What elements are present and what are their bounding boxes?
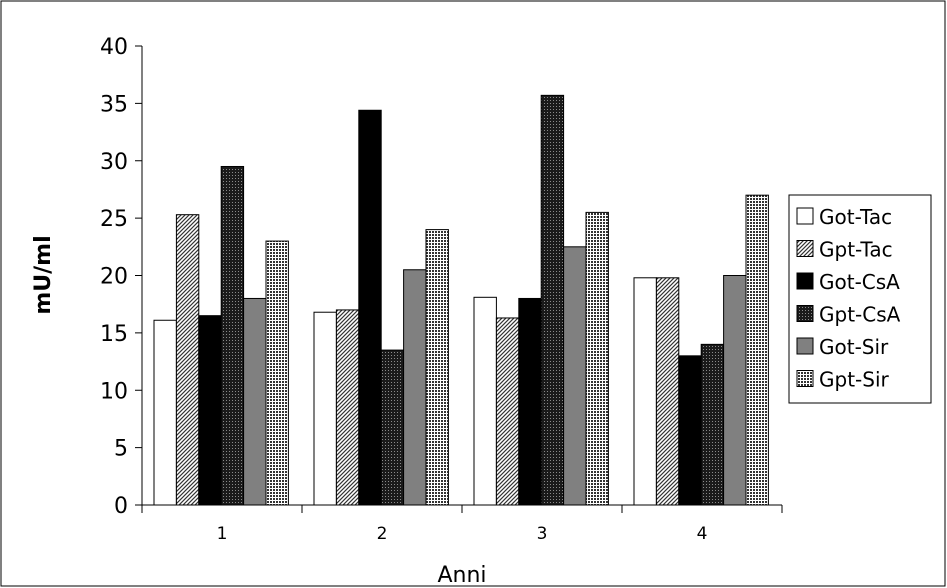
bar-gpt-sir-2 <box>425 229 449 506</box>
bar-gpt-sir-1 <box>265 240 289 506</box>
bar-gpt-tac-4 <box>655 277 680 506</box>
legend-swatch <box>796 240 814 257</box>
bar-gpt-csa-4 <box>700 343 725 506</box>
legend-swatch <box>796 370 814 387</box>
bar-gpt-sir-3 <box>585 211 609 506</box>
x-axis-label: Anni <box>437 563 486 588</box>
legend-swatch <box>796 207 814 225</box>
bar-gpt-tac-1 <box>175 214 200 506</box>
bar-got-tac-4 <box>633 277 657 506</box>
legend-swatch <box>796 337 814 355</box>
y-tick-label: 20 <box>100 265 128 290</box>
bar-gpt-csa-3 <box>540 94 565 506</box>
bar-gpt-tac-3 <box>495 317 520 506</box>
bar-gpt-csa-1 <box>220 165 245 506</box>
y-tick-label: 5 <box>114 437 128 462</box>
y-tick-label: 35 <box>100 92 128 117</box>
bar-got-csa-4 <box>678 355 702 506</box>
bar-got-csa-2 <box>358 109 382 506</box>
legend-label: Gpt-CsA <box>819 303 901 327</box>
legend-label: Got-Sir <box>819 335 889 359</box>
bar-got-csa-1 <box>198 315 222 506</box>
legend-swatch <box>796 272 814 290</box>
bar-got-tac-3 <box>473 296 497 506</box>
bar-got-sir-2 <box>403 269 427 506</box>
y-axis-label: mU/ml <box>31 235 56 314</box>
plot-area: 0 5 10 15 20 25 30 35 40 1 2 3 4 <box>100 35 783 544</box>
bar-got-sir-4 <box>723 275 747 506</box>
y-tick-label: 10 <box>100 379 128 404</box>
legend-label: Got-CsA <box>819 270 900 294</box>
legend: Got-Tac Gpt-Tac Got-CsA Gpt-CsA Got-Sir Gpt-S… <box>788 194 932 404</box>
legend-label: Got-Tac <box>819 205 892 229</box>
x-tick-label: 1 <box>217 524 228 544</box>
legend-label: Gpt-Sir <box>819 368 890 392</box>
y-tick-label: 40 <box>100 35 128 60</box>
bar-gpt-csa-2 <box>380 349 405 506</box>
bar-got-sir-1 <box>243 297 267 506</box>
x-tick-label: 3 <box>537 524 548 544</box>
bar-got-tac-1 <box>153 319 177 506</box>
bar-got-tac-2 <box>313 311 337 506</box>
bar-got-sir-3 <box>563 246 587 506</box>
x-tick-label: 4 <box>697 524 708 544</box>
legend-box <box>788 194 932 404</box>
bar-gpt-sir-4 <box>745 194 769 506</box>
x-tick-label: 2 <box>377 524 388 544</box>
y-tick-label: 30 <box>100 150 128 175</box>
legend-swatch <box>796 305 814 322</box>
y-tick-label: 15 <box>100 322 128 347</box>
legend-label: Gpt-Tac <box>819 238 893 262</box>
y-tick-label: 0 <box>114 494 128 519</box>
y-tick-label: 25 <box>100 207 128 232</box>
bar-gpt-tac-2 <box>335 309 360 506</box>
bar-got-csa-3 <box>518 297 542 506</box>
